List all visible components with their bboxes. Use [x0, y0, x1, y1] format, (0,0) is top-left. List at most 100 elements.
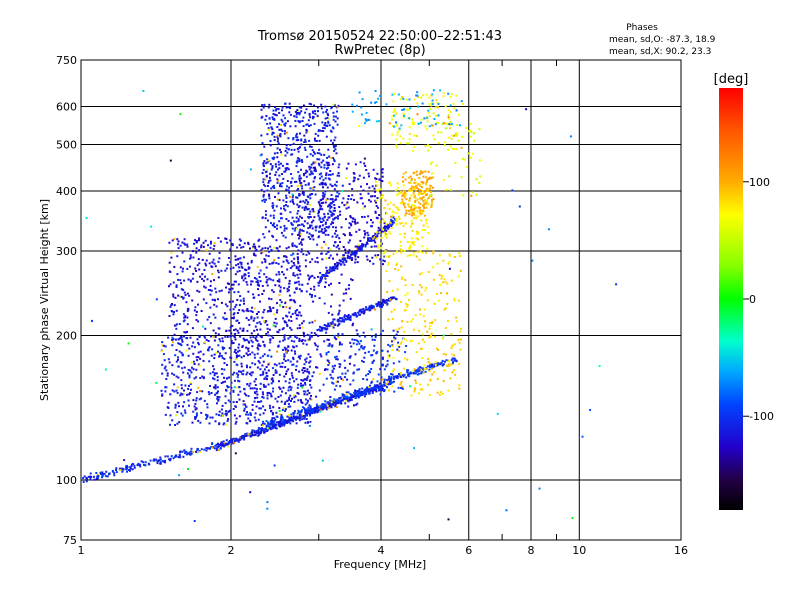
data-point — [326, 325, 329, 328]
data-point — [469, 135, 472, 138]
data-point — [240, 263, 243, 266]
data-point — [218, 410, 221, 413]
data-point — [303, 408, 306, 411]
data-point — [233, 371, 236, 374]
data-point — [304, 149, 307, 151]
data-point — [442, 334, 445, 337]
data-point — [388, 378, 391, 381]
data-point — [281, 417, 284, 420]
data-point — [391, 345, 394, 348]
data-point — [421, 333, 424, 336]
data-point — [220, 301, 223, 304]
data-point — [235, 372, 238, 375]
data-point — [450, 134, 453, 137]
data-point — [253, 252, 256, 255]
data-point — [379, 368, 382, 371]
data-point — [379, 188, 382, 191]
data-point — [284, 360, 287, 362]
data-point — [329, 207, 332, 210]
data-point — [424, 194, 427, 196]
data-point — [274, 113, 277, 116]
data-point — [377, 384, 380, 387]
data-point — [298, 194, 301, 197]
data-point — [398, 373, 400, 375]
data-point — [276, 350, 279, 353]
data-point — [348, 362, 351, 365]
data-point — [257, 343, 260, 346]
data-point — [389, 221, 392, 224]
data-point — [374, 210, 377, 213]
data-point — [344, 402, 347, 405]
data-point — [271, 413, 274, 416]
data-point — [336, 191, 339, 194]
data-point — [273, 226, 276, 228]
data-point — [173, 383, 176, 386]
data-point — [257, 281, 260, 284]
data-point — [308, 334, 311, 337]
data-point — [222, 445, 225, 448]
data-point — [240, 436, 243, 438]
data-point — [380, 169, 383, 171]
data-point — [333, 336, 336, 339]
data-point — [338, 343, 341, 346]
data-point — [181, 393, 184, 396]
data-point — [411, 237, 414, 240]
data-point — [175, 323, 178, 326]
data-point — [379, 230, 382, 233]
data-point — [298, 419, 301, 422]
data-point — [312, 162, 315, 165]
data-point — [428, 368, 431, 371]
data-point — [309, 187, 312, 190]
data-point — [291, 177, 294, 180]
data-point — [375, 256, 378, 259]
data-point — [442, 380, 445, 383]
data-point — [190, 371, 193, 374]
data-point — [419, 383, 422, 386]
data-point — [385, 270, 388, 272]
data-point — [290, 339, 293, 342]
data-point — [240, 365, 243, 368]
data-point — [351, 324, 354, 327]
data-point — [451, 371, 454, 374]
data-point — [290, 260, 293, 263]
data-point — [179, 450, 182, 453]
data-point — [306, 155, 309, 158]
data-point — [298, 205, 301, 207]
data-point — [292, 137, 295, 139]
data-point — [289, 267, 292, 270]
data-point — [275, 107, 278, 110]
data-point — [361, 387, 364, 390]
data-point — [255, 277, 258, 280]
data-point — [280, 151, 282, 154]
data-point — [435, 99, 438, 102]
data-point — [361, 98, 364, 101]
data-point — [421, 171, 424, 174]
data-point — [254, 325, 257, 328]
data-point — [383, 230, 386, 233]
data-point — [338, 397, 341, 400]
data-point — [286, 290, 289, 293]
data-point — [410, 320, 413, 323]
data-point — [224, 352, 227, 355]
data-point — [265, 426, 268, 428]
data-point — [399, 233, 401, 236]
data-point — [358, 394, 361, 397]
data-point — [425, 206, 428, 209]
data-point — [300, 382, 302, 385]
data-point — [325, 257, 328, 260]
data-point — [369, 384, 372, 387]
data-point — [233, 441, 236, 444]
data-point — [226, 419, 229, 422]
data-point — [267, 181, 270, 184]
data-point — [258, 433, 261, 436]
data-point — [409, 107, 412, 110]
data-point — [304, 339, 307, 342]
data-point — [403, 108, 405, 111]
data-point — [182, 267, 184, 270]
data-point — [280, 118, 283, 121]
data-point — [446, 292, 449, 295]
data-point — [351, 279, 354, 282]
data-point — [165, 378, 168, 380]
data-point — [273, 259, 276, 262]
data-point — [213, 244, 216, 247]
